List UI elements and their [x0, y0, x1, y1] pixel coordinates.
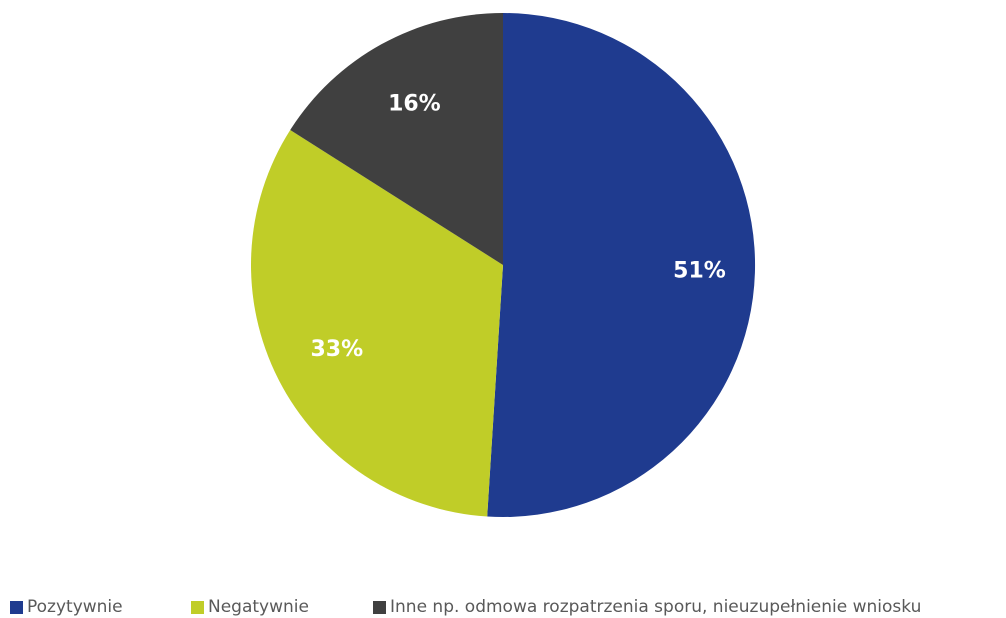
legend-label-inne: Inne np. odmowa rozpatrzenia sporu, nieu…: [390, 597, 922, 617]
pie-slices: [251, 12, 756, 517]
data-label-inne: 16%: [388, 91, 441, 116]
pie-data-labels: 51% 33% 16%: [310, 91, 725, 362]
legend-item-inne: Inne np. odmowa rozpatrzenia sporu, nieu…: [373, 599, 921, 616]
legend: Pozytywnie Negatywnie Inne np. odmowa ro…: [10, 595, 1006, 618]
legend-label-pozytywnie: Pozytywnie: [27, 597, 123, 617]
legend-swatch-pozytywnie: [10, 601, 23, 614]
data-label-negatywnie: 33%: [310, 337, 363, 362]
legend-swatch-negatywnie: [191, 601, 204, 614]
pie-slice-negatywnie: [251, 129, 503, 517]
legend-item-pozytywnie: Pozytywnie: [10, 599, 123, 616]
pie-slice-inne: [290, 13, 503, 265]
legend-item-negatywnie: Negatywnie: [191, 599, 309, 616]
data-label-pozytywnie: 51%: [673, 259, 726, 284]
legend-label-negatywnie: Negatywnie: [208, 597, 309, 617]
pie-slice-pozytywnie: [487, 12, 756, 517]
legend-swatch-inne: [373, 601, 386, 614]
